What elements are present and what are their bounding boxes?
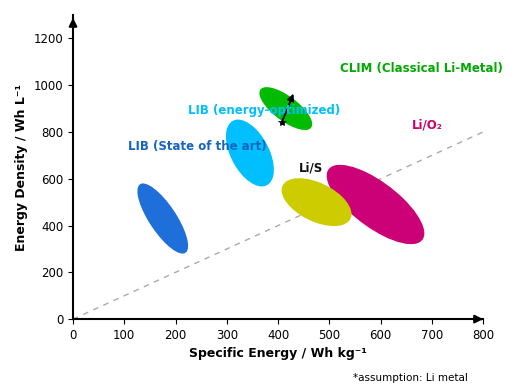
Ellipse shape <box>282 178 352 226</box>
Text: *assumption: Li metal: *assumption: Li metal <box>353 373 468 383</box>
Ellipse shape <box>137 183 188 253</box>
X-axis label: Specific Energy / Wh kg⁻¹: Specific Energy / Wh kg⁻¹ <box>189 348 367 360</box>
Ellipse shape <box>259 87 312 130</box>
Ellipse shape <box>327 165 424 244</box>
Y-axis label: Energy Density / Wh L⁻¹: Energy Density / Wh L⁻¹ <box>15 84 28 250</box>
Text: LIB (energy-optimized): LIB (energy-optimized) <box>188 104 341 117</box>
Text: Li/S: Li/S <box>298 162 323 175</box>
Text: LIB (State of the art): LIB (State of the art) <box>128 139 267 152</box>
Text: CLIM (Classical Li-Metal): CLIM (Classical Li-Metal) <box>340 62 502 75</box>
Ellipse shape <box>226 120 274 187</box>
Text: Li/O₂: Li/O₂ <box>411 118 443 132</box>
